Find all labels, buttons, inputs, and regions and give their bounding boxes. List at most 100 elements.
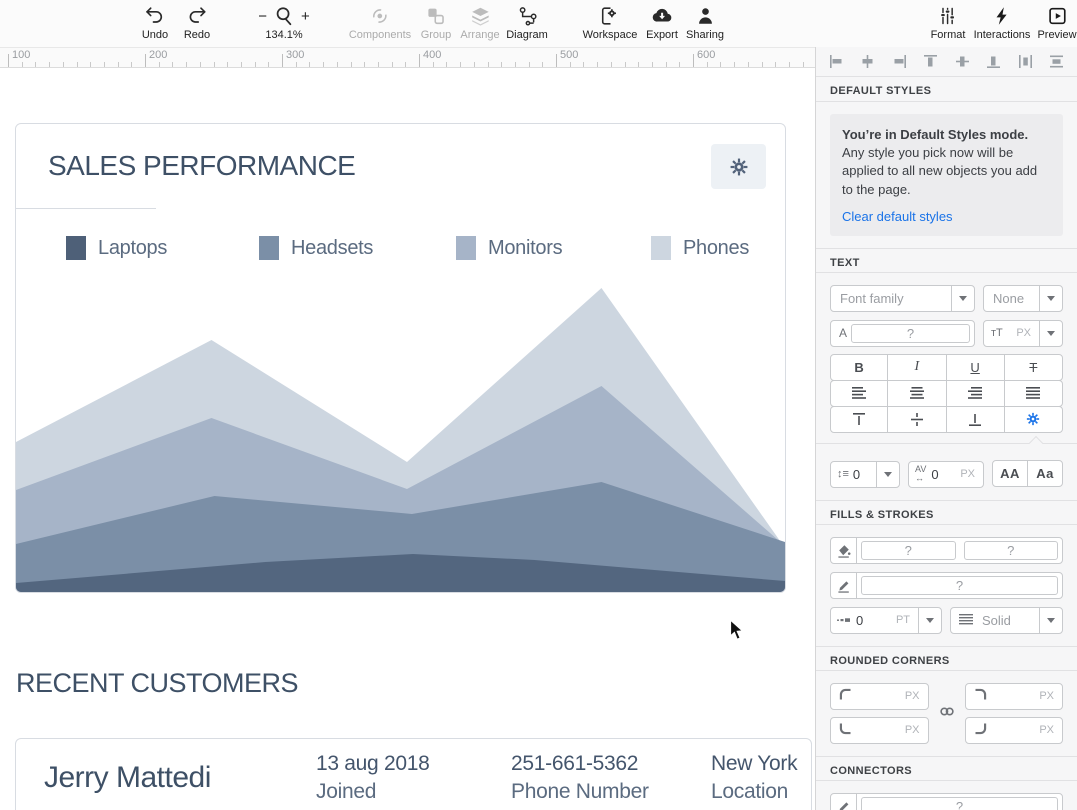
zoom-in-button[interactable]: + (301, 9, 310, 24)
customer-location: New York Location (711, 752, 797, 804)
stroke-width-select[interactable]: 0 PT (830, 607, 942, 634)
chevron-down-icon (1039, 286, 1062, 311)
align-center-horizontal-button[interactable] (857, 51, 879, 73)
stroke-color-input[interactable]: ? (861, 576, 1058, 595)
fill-opacity-input[interactable]: ? (964, 541, 1059, 560)
top-toolbar: Undo Redo − + 134.1% Components Group Ar… (0, 0, 1077, 47)
customer-row-card[interactable]: Jerry Mattedi 13 aug 2018 Joined 251-661… (15, 738, 812, 810)
card-settings-button[interactable] (711, 144, 766, 189)
stroke-row: ? (830, 572, 1063, 599)
corner-top-right-icon (966, 687, 988, 705)
strikethrough-button[interactable]: T (1004, 354, 1063, 381)
connector-pencil-icon (831, 794, 857, 810)
chevron-down-icon (951, 286, 974, 311)
align-middle-vertical-button[interactable] (951, 51, 973, 73)
font-color-input[interactable]: ? (851, 324, 970, 343)
zoom-level[interactable]: 134.1% (253, 29, 315, 41)
stroke-pencil-icon (831, 573, 857, 598)
text-align-left-button[interactable] (830, 380, 888, 407)
chevron-down-icon (876, 462, 899, 487)
underline-button[interactable]: U (946, 354, 1005, 381)
export-button[interactable]: Export (646, 4, 678, 41)
letter-spacing-field[interactable]: AV↔ 0 PX (908, 461, 984, 488)
letter-spacing-icon: AV↔ (909, 465, 926, 483)
text-align-justify-button[interactable] (1004, 380, 1063, 407)
customer-phone: 251-661-5362 Phone Number (511, 752, 649, 804)
fill-color-input[interactable]: ? (861, 541, 956, 560)
text-align-right-button[interactable] (946, 380, 1005, 407)
bold-button[interactable]: B (830, 354, 888, 381)
italic-button[interactable]: I (887, 354, 946, 381)
corner-bottom-right-icon (966, 721, 988, 739)
legend-item-headsets: Headsets (259, 236, 373, 260)
sales-area-chart[interactable] (16, 274, 785, 592)
align-bottom-button[interactable] (983, 51, 1005, 73)
vertical-align-middle-button[interactable] (887, 406, 946, 433)
section-fills-strokes: FILLS & STROKES (816, 500, 1077, 525)
diagram-button[interactable]: Diagram (506, 4, 548, 41)
arrange-icon (460, 4, 499, 28)
connector-color-input[interactable]: ? (861, 797, 1058, 810)
corner-bottom-left-input[interactable]: PX (830, 717, 929, 744)
preview-play-icon (1037, 4, 1076, 28)
sharing-button[interactable]: Sharing (686, 4, 724, 41)
align-left-button[interactable] (825, 51, 847, 73)
capitalize-button[interactable]: Aa (1027, 460, 1063, 487)
text-align-center-button[interactable] (887, 380, 946, 407)
legend-swatch-monitors (456, 236, 476, 260)
workspace-button[interactable]: Workspace (583, 4, 638, 41)
line-spacing-select[interactable]: ↕≡ 0 (830, 461, 900, 488)
vertical-align-bottom-button[interactable] (946, 406, 1005, 433)
undo-button[interactable]: Undo (142, 4, 168, 41)
gear-icon (728, 156, 750, 178)
export-cloud-icon (646, 4, 678, 28)
legend-swatch-headsets (259, 236, 279, 260)
text-case-buttons: AA Aa (992, 461, 1063, 488)
connector-stroke-row: ? (830, 793, 1063, 810)
redo-icon (184, 4, 210, 28)
vertical-align-top-button[interactable] (830, 406, 888, 433)
font-size-select[interactable]: ᴛT PX (983, 320, 1063, 347)
align-right-button[interactable] (888, 51, 910, 73)
font-style-select[interactable]: None (983, 285, 1063, 312)
alignment-toolbar (816, 47, 1077, 77)
interactions-bolt-icon (974, 4, 1031, 28)
format-button[interactable]: Format (931, 4, 966, 41)
fill-bucket-icon (831, 538, 857, 563)
font-color-field[interactable]: A ? (830, 320, 975, 347)
corner-top-left-input[interactable]: PX (830, 683, 929, 710)
components-icon (349, 4, 411, 28)
section-default-styles: DEFAULT STYLES (816, 77, 1077, 102)
section-rounded-corners: ROUNDED CORNERS (816, 646, 1077, 671)
uppercase-button[interactable]: AA (992, 460, 1028, 487)
align-top-button[interactable] (920, 51, 942, 73)
link-corners-icon[interactable] (939, 706, 955, 721)
corner-bottom-right-input[interactable]: PX (965, 717, 1064, 744)
stroke-style-select[interactable]: Solid (950, 607, 1063, 634)
sales-performance-card[interactable]: SALES PERFORMANCE Laptops Headsets Monit… (15, 123, 786, 593)
fill-row: ? ? (830, 537, 1063, 564)
format-panel: DEFAULT STYLES You’re in Default Styles … (815, 47, 1077, 810)
interactions-button[interactable]: Interactions (974, 4, 1031, 41)
corner-bottom-left-icon (831, 721, 853, 739)
zoom-out-button[interactable]: − (258, 9, 267, 24)
chevron-down-icon (918, 608, 941, 633)
default-styles-notice: You’re in Default Styles mode. Any style… (830, 114, 1063, 236)
workspace-icon (583, 4, 638, 28)
legend-swatch-phones (651, 236, 671, 260)
ruler: 100200300400500600 (0, 47, 815, 68)
distribute-horizontal-button[interactable] (1014, 51, 1036, 73)
corner-top-right-input[interactable]: PX (965, 683, 1064, 710)
design-canvas[interactable]: SALES PERFORMANCE Laptops Headsets Monit… (0, 68, 815, 810)
redo-button[interactable]: Redo (184, 4, 210, 41)
text-options-divider (816, 443, 1077, 459)
section-text: TEXT (816, 248, 1077, 273)
text-settings-gear-button[interactable] (1004, 406, 1063, 433)
diagram-icon (506, 4, 548, 28)
undo-icon (142, 4, 168, 28)
sales-card-title: SALES PERFORMANCE (48, 150, 355, 182)
clear-default-styles-link[interactable]: Clear default styles (842, 209, 953, 224)
font-family-select[interactable]: Font family (830, 285, 975, 312)
preview-button[interactable]: Preview (1037, 4, 1076, 41)
distribute-vertical-button[interactable] (1046, 51, 1068, 73)
